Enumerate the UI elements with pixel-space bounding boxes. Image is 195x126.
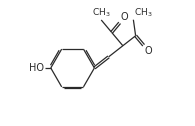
- Text: O: O: [144, 46, 152, 56]
- Text: CH$_3$: CH$_3$: [134, 7, 152, 19]
- Text: HO: HO: [29, 63, 44, 73]
- Text: O: O: [120, 12, 128, 22]
- Text: CH$_3$: CH$_3$: [92, 7, 110, 19]
